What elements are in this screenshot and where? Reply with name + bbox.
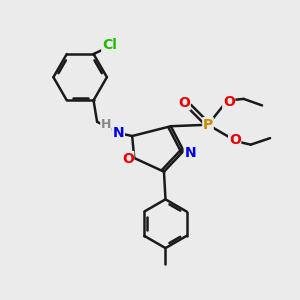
Text: O: O bbox=[122, 152, 134, 166]
Text: O: O bbox=[229, 133, 241, 147]
Text: N: N bbox=[113, 126, 124, 140]
Text: Cl: Cl bbox=[102, 38, 117, 52]
Text: O: O bbox=[223, 95, 235, 109]
Text: H: H bbox=[101, 118, 111, 131]
Text: O: O bbox=[178, 96, 190, 110]
Text: N: N bbox=[184, 146, 196, 160]
Text: P: P bbox=[203, 118, 213, 132]
